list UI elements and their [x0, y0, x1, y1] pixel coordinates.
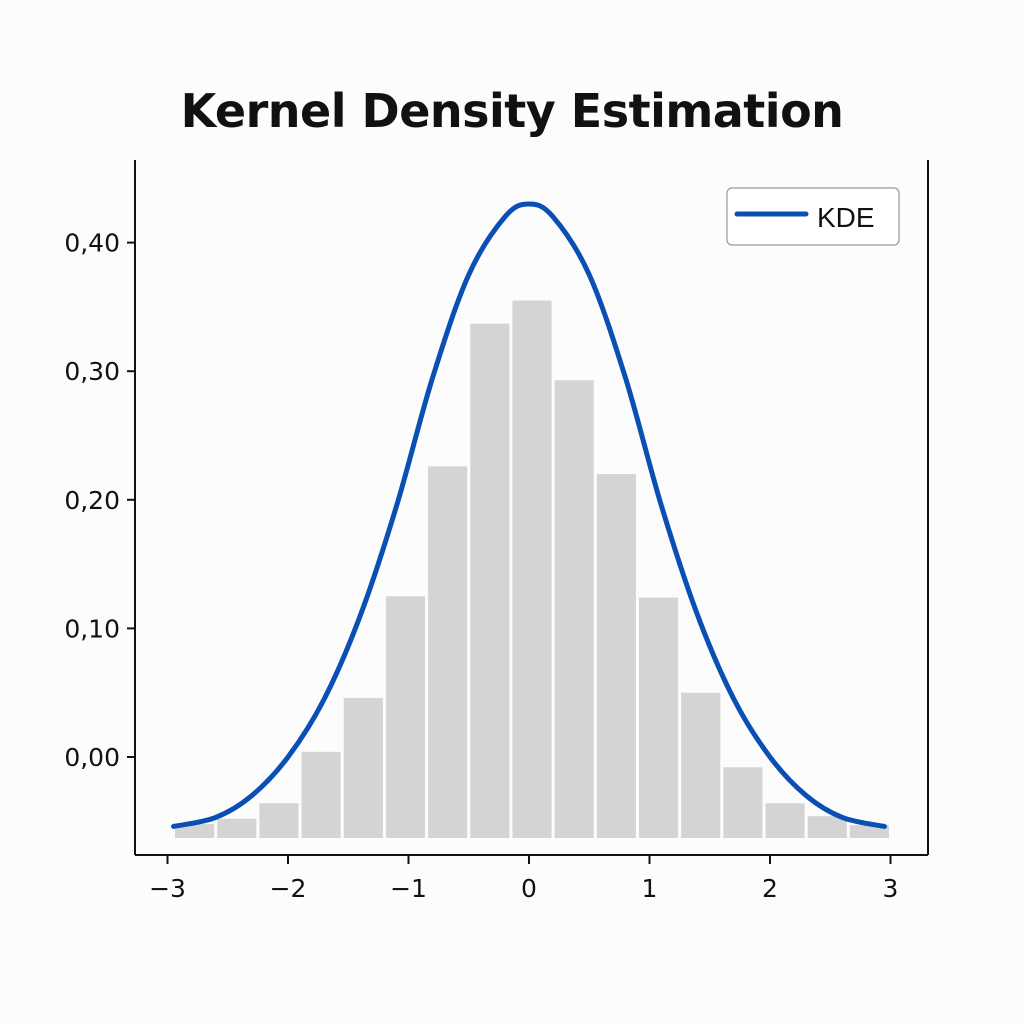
- histogram-bar: [175, 823, 215, 838]
- y-tick-label: 0,10: [64, 614, 120, 643]
- histogram-bar: [385, 596, 426, 838]
- histogram-bar: [343, 697, 383, 838]
- legend-label-kde: KDE: [817, 202, 875, 233]
- histogram-bar: [554, 380, 594, 838]
- x-tick-label: 0: [521, 874, 537, 903]
- chart-title: Kernel Density Estimation: [180, 84, 844, 138]
- histogram-bar: [638, 597, 679, 838]
- histogram-bars: [175, 300, 889, 839]
- x-axis-ticks: −3 −2 −1 0 1 2 3: [149, 855, 898, 903]
- histogram-bar: [301, 751, 341, 838]
- histogram-bar: [681, 692, 721, 838]
- y-tick-label: 0,40: [64, 229, 120, 258]
- y-tick-label: 0,00: [64, 743, 120, 772]
- histogram-bar: [596, 474, 636, 838]
- histogram-bar: [259, 803, 299, 838]
- kde-line: [171, 201, 887, 829]
- x-tick-label: 1: [642, 874, 658, 903]
- x-tick-label: 2: [762, 874, 778, 903]
- histogram-bar: [512, 300, 552, 839]
- histogram-bar: [807, 816, 847, 838]
- histogram-bar: [428, 466, 468, 838]
- histogram-bar: [470, 323, 510, 838]
- y-tick-label: 0,20: [64, 486, 120, 515]
- histogram-bar: [765, 803, 805, 838]
- y-axis-ticks: 0,00 0,10 0,20 0,30 0,40: [64, 229, 135, 772]
- histogram-bar: [723, 767, 763, 838]
- legend: KDE: [726, 187, 900, 246]
- histogram-bar: [217, 818, 257, 838]
- histogram-bar: [849, 825, 889, 838]
- x-tick-label: −1: [390, 874, 427, 903]
- x-tick-label: −2: [270, 874, 307, 903]
- y-tick-label: 0,30: [64, 357, 120, 386]
- x-tick-label: −3: [149, 874, 186, 903]
- x-tick-label: 3: [883, 874, 899, 903]
- legend-box: [726, 187, 900, 246]
